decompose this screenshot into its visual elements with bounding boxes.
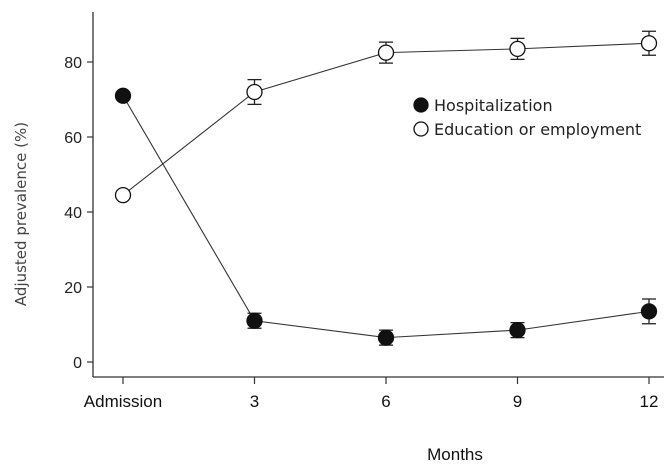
point-education-or-employment-3 (509, 40, 526, 58)
point-hospitalization-2 (377, 329, 395, 346)
y-tick-label-20: 20 (64, 280, 82, 297)
point-hospitalization-0 (114, 87, 132, 104)
legend: Hospitalization Education or employment (413, 96, 641, 139)
x-axis: Admission 3 6 9 12 Months (84, 376, 664, 464)
point-education-or-employment-2 (377, 44, 395, 61)
point-hospitalization-1 (246, 312, 263, 329)
x-tick-label-12: 12 (640, 392, 659, 411)
legend-marker-education-or-employment (413, 121, 429, 137)
legend-label-education-or-employment: Education or employment (434, 120, 641, 139)
legend-label-hospitalization: Hospitalization (434, 96, 553, 115)
y-axis: 0 20 40 60 80 Adjusted prevalence (%) (12, 12, 94, 377)
point-hospitalization-3 (509, 321, 526, 339)
x-tick-label-3: 3 (250, 392, 259, 411)
point-hospitalization-4 (640, 303, 658, 320)
x-ticks: Admission 3 6 9 12 (84, 377, 659, 411)
x-tick-label-admission: Admission (84, 392, 162, 411)
y-tick-label-60: 60 (64, 130, 82, 147)
x-axis-label: Months (427, 445, 483, 464)
y-tick-label-0: 0 (73, 355, 82, 372)
plot-area (114, 30, 658, 346)
point-education-or-employment-0 (114, 186, 132, 204)
y-ticks: 0 20 40 60 80 (64, 55, 93, 372)
y-tick-label-80: 80 (64, 55, 82, 72)
y-tick-label-40: 40 (64, 205, 82, 222)
x-tick-label-6: 6 (381, 392, 390, 411)
x-tick-label-9: 9 (513, 392, 522, 411)
legend-marker-hospitalization (413, 97, 429, 113)
point-education-or-employment-4 (640, 35, 658, 52)
y-axis-label: Adjusted prevalence (%) (12, 122, 30, 306)
point-education-or-employment-1 (246, 83, 263, 101)
